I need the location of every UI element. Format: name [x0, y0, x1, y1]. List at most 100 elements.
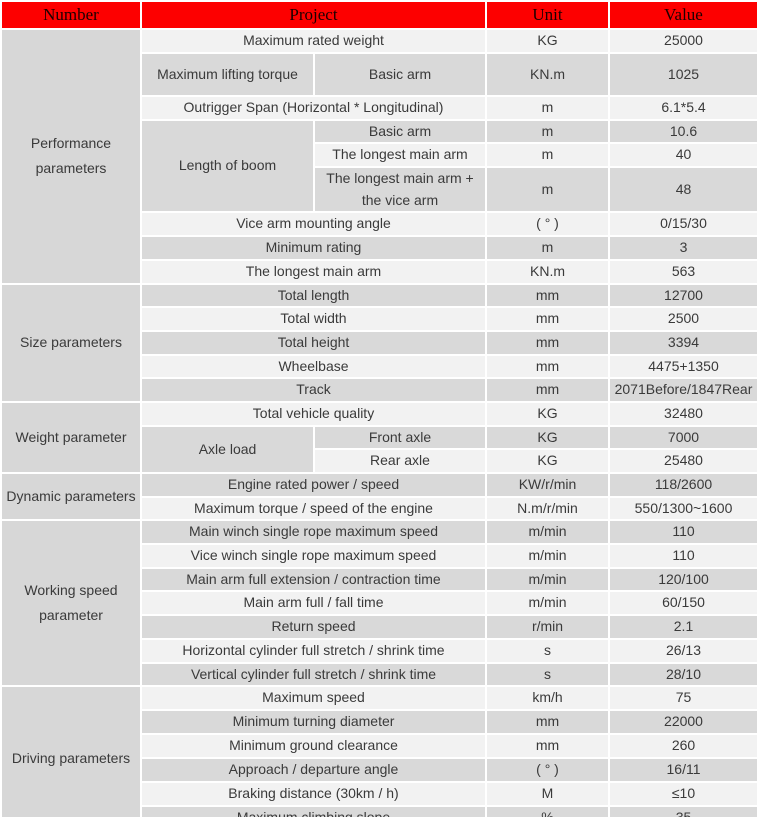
section-cell-dynamic: Dynamic parameters	[2, 474, 140, 520]
table-row: Total height mm 3394	[2, 331, 757, 354]
value-cell: 4475+1350	[610, 355, 757, 378]
header-unit: Unit	[487, 2, 608, 29]
table-row: Maximum lifting torque Basic arm KN.m 10…	[2, 54, 757, 96]
unit-cell: KG	[487, 450, 608, 473]
table-row: Minimum ground clearance mm 260	[2, 735, 757, 758]
unit-cell: mm	[487, 331, 608, 354]
table-row: Braking distance (30km / h) M ≤10	[2, 783, 757, 806]
project-cell: Horizontal cylinder full stretch / shrin…	[142, 639, 485, 662]
table-row: Wheelbase mm 4475+1350	[2, 355, 757, 378]
unit-cell: mm	[487, 308, 608, 330]
table-row: Maximum climbing slope % 35	[2, 807, 757, 817]
section-cell-working-speed: Working speed parameter	[2, 521, 140, 686]
table-row: Outrigger Span (Horizontal * Longitudina…	[2, 97, 757, 119]
project-cell: Minimum ground clearance	[142, 735, 485, 758]
table-row: Return speed r/min 2.1	[2, 616, 757, 638]
value-cell: 550/1300~1600	[610, 497, 757, 520]
unit-cell: ( ° )	[487, 213, 608, 236]
unit-cell: %	[487, 807, 608, 817]
project-cell: Return speed	[142, 616, 485, 638]
value-cell: 16/11	[610, 759, 757, 782]
value-cell: 7000	[610, 426, 757, 449]
table-row: Vice arm mounting angle ( ° ) 0/15/30	[2, 213, 757, 236]
value-cell: 3394	[610, 331, 757, 354]
project-cell: Maximum climbing slope	[142, 807, 485, 817]
header-number: Number	[2, 2, 140, 29]
unit-cell: m	[487, 144, 608, 167]
table-row: Track mm 2071Before/1847Rear	[2, 379, 757, 401]
project-cell: Maximum speed	[142, 687, 485, 710]
unit-cell: mm	[487, 355, 608, 378]
table-row: Driving parameters Maximum speed km/h 75	[2, 687, 757, 817]
unit-cell: s	[487, 663, 608, 686]
project-cell-length-of-boom: Length of boom	[142, 120, 313, 212]
project-cell: Maximum torque / speed of the engine	[142, 497, 485, 520]
table-row: Axle load Front axle KG 7000	[2, 426, 757, 473]
section-cell-weight: Weight parameter	[2, 402, 140, 473]
table-row: Size parameters Total length mm 12700	[2, 284, 757, 401]
project-cell: Total width	[142, 308, 485, 330]
unit-cell: m/min	[487, 545, 608, 567]
subproject-cell: The longest main arm	[315, 144, 485, 167]
unit-cell: mm	[487, 735, 608, 758]
value-cell: 48	[610, 168, 757, 212]
section-cell-size: Size parameters	[2, 284, 140, 401]
unit-cell: km/h	[487, 687, 608, 710]
unit-cell: m	[487, 237, 608, 259]
value-cell: 110	[610, 545, 757, 567]
table-row: The longest main arm + the vice arm m 48	[2, 168, 757, 212]
value-cell: 6.1*5.4	[610, 97, 757, 119]
table-row: Main arm full extension / contraction ti…	[2, 568, 757, 591]
subproject-cell: Rear axle	[315, 450, 485, 473]
project-cell: Vertical cylinder full stretch / shrink …	[142, 663, 485, 686]
value-cell: 3	[610, 237, 757, 259]
project-cell: Outrigger Span (Horizontal * Longitudina…	[142, 97, 485, 119]
value-cell: 75	[610, 687, 757, 710]
project-cell: Main arm full / fall time	[142, 592, 485, 615]
table-row: Working speed parameter Main winch singl…	[2, 521, 757, 686]
value-cell: 563	[610, 260, 757, 283]
subproject-cell: Basic arm	[315, 120, 485, 143]
section-cell-driving: Driving parameters	[2, 687, 140, 817]
value-cell: 22000	[610, 711, 757, 734]
value-cell: 2.1	[610, 616, 757, 638]
table-row: Rear axle KG 25480	[2, 450, 757, 473]
value-cell: 0/15/30	[610, 213, 757, 236]
subproject-cell: Basic arm	[315, 54, 485, 96]
unit-cell: m/min	[487, 592, 608, 615]
unit-cell: s	[487, 639, 608, 662]
unit-cell: KG	[487, 402, 608, 425]
project-cell: Track	[142, 379, 485, 401]
project-cell: Engine rated power / speed	[142, 474, 485, 496]
value-cell: 110	[610, 521, 757, 544]
table-row: Minimum turning diameter mm 22000	[2, 711, 757, 734]
unit-cell: r/min	[487, 616, 608, 638]
project-cell: Total vehicle quality	[142, 402, 485, 425]
table-row: The longest main arm KN.m 563	[2, 260, 757, 283]
project-cell-axle-load: Axle load	[142, 426, 313, 473]
unit-cell: m	[487, 120, 608, 143]
table-row: The longest main arm m 40	[2, 144, 757, 167]
unit-cell: m/min	[487, 521, 608, 544]
unit-cell: m	[487, 168, 608, 212]
project-cell: Maximum lifting torque	[142, 54, 313, 96]
subproject-cell: Front axle	[315, 426, 485, 449]
project-cell: Total length	[142, 284, 485, 307]
value-cell: ≤10	[610, 783, 757, 806]
table-row: Weight parameter Total vehicle quality K…	[2, 402, 757, 473]
table-row: Maximum torque / speed of the engine N.m…	[2, 497, 757, 520]
unit-cell: N.m/r/min	[487, 497, 608, 520]
table-row: Main arm full / fall time m/min 60/150	[2, 592, 757, 615]
unit-cell: KN.m	[487, 54, 608, 96]
project-cell: Approach / departure angle	[142, 759, 485, 782]
value-cell: 2071Before/1847Rear	[610, 379, 757, 401]
project-cell: Vice arm mounting angle	[142, 213, 485, 236]
table-row: Total width mm 2500	[2, 308, 757, 330]
unit-cell: mm	[487, 711, 608, 734]
value-cell: 32480	[610, 402, 757, 425]
value-cell: 12700	[610, 284, 757, 307]
project-cell: Main arm full extension / contraction ti…	[142, 568, 485, 591]
value-cell: 28/10	[610, 663, 757, 686]
value-cell: 120/100	[610, 568, 757, 591]
